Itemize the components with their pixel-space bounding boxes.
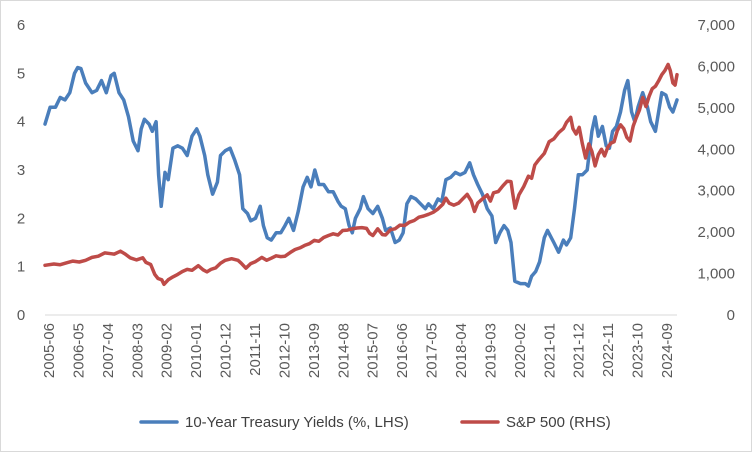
x-tick-label: 2021-01 — [541, 323, 558, 378]
y-right-tick-label: 6,000 — [697, 58, 735, 75]
y-right-tick-label: 4,000 — [697, 141, 735, 158]
x-tick-label: 2011-11 — [247, 323, 264, 376]
y-right-tick-label: 7,000 — [697, 17, 735, 34]
y-left-tick-labels: 0 1 2 3 4 5 6 — [17, 17, 25, 324]
x-tick-label: 2005-06 — [41, 323, 58, 378]
x-tick-label: 2024-09 — [659, 323, 676, 378]
y-left-tick-label: 6 — [17, 17, 25, 34]
series-lines — [43, 62, 679, 288]
y-right-tick-labels: 0 1,000 2,000 3,000 4,000 5,000 6,000 7,000 — [697, 17, 735, 324]
x-tick-label: 2015-07 — [365, 323, 382, 378]
x-tick-label: 2020-02 — [512, 323, 529, 378]
y-right-tick-label: 2,000 — [697, 224, 735, 241]
x-tick-label: 2019-03 — [482, 323, 499, 378]
x-tick-label: 2021-12 — [571, 323, 588, 378]
x-tick-label: 2023-10 — [630, 323, 647, 378]
y-right-tick-label: 1,000 — [697, 266, 735, 283]
x-tick-label: 2017-05 — [424, 323, 441, 378]
x-tick-label: 2008-03 — [129, 323, 146, 378]
y-left-tick-label: 5 — [17, 65, 25, 82]
x-tick-label: 2012-10 — [276, 323, 293, 378]
x-tick-label: 2009-02 — [159, 323, 176, 378]
x-tick-label: 2022-11 — [600, 323, 617, 377]
x-tick-labels: 2005-06 2006-05 2007-04 2008-03 2009-02 2010-… — [41, 323, 676, 378]
x-tick-label: 2018-04 — [453, 323, 470, 378]
x-tick-label: 2014-08 — [335, 323, 352, 378]
y-left-tick-label: 4 — [17, 114, 25, 131]
x-tick-label: 2010-12 — [218, 323, 235, 378]
x-tick-label: 2016-06 — [394, 323, 411, 378]
y-left-tick-label: 2 — [17, 210, 25, 227]
x-tick-label: 2013-09 — [306, 323, 323, 378]
y-right-tick-label: 3,000 — [697, 183, 735, 200]
x-tick-label: 2007-04 — [100, 323, 117, 378]
y-left-tick-label: 1 — [17, 259, 25, 276]
y-right-tick-label: 5,000 — [697, 100, 735, 117]
series-line-treasury-yields — [43, 65, 679, 288]
legend: 10-Year Treasury Yields (%, LHS) S&P 500 … — [139, 414, 611, 431]
legend-label-0: 10-Year Treasury Yields (%, LHS) — [185, 414, 409, 431]
series-line-sp500 — [43, 62, 679, 287]
y-left-tick-label: 3 — [17, 162, 25, 179]
y-right-tick-label: 0 — [727, 307, 735, 324]
x-tick-label: 2010-01 — [188, 323, 205, 378]
y-left-tick-label: 0 — [17, 307, 25, 324]
legend-label-1: S&P 500 (RHS) — [506, 414, 611, 431]
x-tick-label: 2006-05 — [70, 323, 87, 378]
